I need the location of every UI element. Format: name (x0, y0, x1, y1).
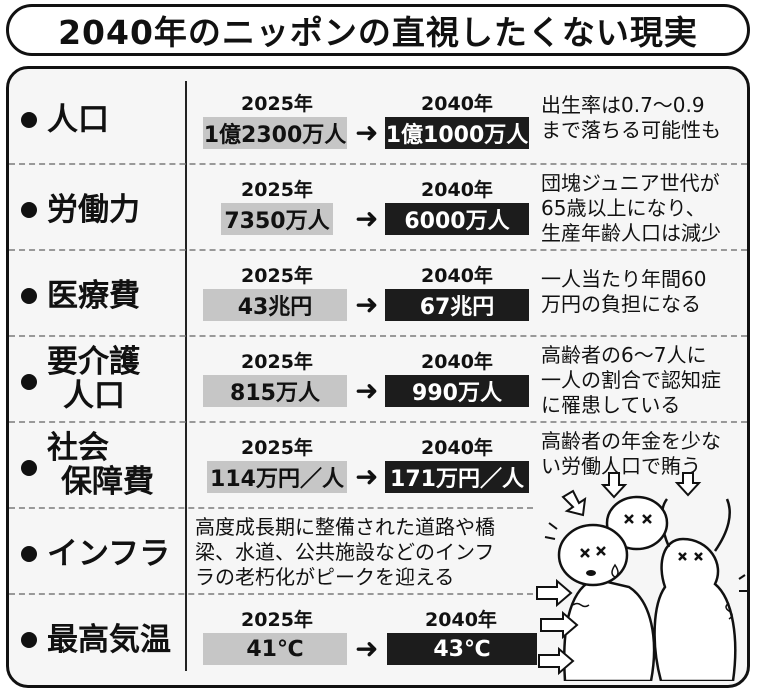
arrow-right-icon: ➜ (355, 460, 379, 493)
value-end: 171万円／人 (385, 461, 529, 493)
row-care: 要介護 人口 2025年 2040年 815万人 ➜ 990万人 高齢者の6〜7… (9, 337, 747, 423)
value-end: 67兆円 (385, 289, 529, 321)
row-label: 労働力 (47, 192, 140, 228)
year-start: 2025年 (241, 609, 313, 631)
bullet-icon (21, 202, 37, 218)
row-label-line2: 保障費 (61, 464, 154, 500)
year-start: 2025年 (241, 265, 313, 287)
year-end: 2040年 (421, 265, 493, 287)
arrow-right-icon: ➜ (355, 116, 379, 149)
value-start: 7350万人 (221, 203, 333, 235)
value-start: 43兆円 (203, 289, 347, 321)
year-end: 2040年 (421, 437, 493, 459)
row-infrastructure: インフラ 高度成長期に整備された道路や橋 梁、水道、公共施設などのインフ ラの老… (9, 509, 747, 595)
bullet-icon (21, 546, 37, 562)
bullet-icon (21, 460, 37, 476)
year-end: 2040年 (421, 179, 493, 201)
row-labor: 労働力 2025年 2040年 7350万人 ➜ 6000万人 団塊ジュニア世代… (9, 165, 747, 251)
bullet-icon (21, 374, 37, 390)
year-start: 2025年 (241, 93, 313, 115)
year-end: 2040年 (421, 351, 493, 373)
row-medical: 医療費 2025年 2040年 43兆円 ➜ 67兆円 一人当たり年間60 万円… (9, 251, 747, 337)
value-end: 1億1000万人 (385, 117, 529, 149)
value-start: 114万円／人 (207, 461, 347, 493)
bullet-icon (21, 288, 37, 304)
row-note: 団塊ジュニア世代が 65歳以上になり、 生産年齢人口は減少 (541, 171, 721, 245)
value-start: 41℃ (203, 633, 347, 665)
bullet-icon (21, 632, 37, 648)
value-end: 43℃ (387, 633, 537, 665)
row-label: 最高気温 (47, 622, 171, 658)
year-start: 2025年 (241, 437, 313, 459)
info-panel: 人口 2025年 2040年 1億2300万人 ➜ 1億1000万人 出生率は0… (6, 66, 750, 688)
row-social-security: 社会 保障費 2025年 2040年 114万円／人 ➜ 171万円／人 高齢者… (9, 423, 747, 509)
year-start: 2025年 (241, 179, 313, 201)
row-description: 高度成長期に整備された道路や橋 梁、水道、公共施設などのインフ ラの老朽化がピー… (195, 515, 495, 589)
row-label: 医療費 (47, 278, 140, 314)
page-title: 2040年のニッポンの直視したくない現実 (6, 4, 750, 56)
row-label: 人口 (47, 102, 109, 138)
row-label-line1: 要介護 (47, 344, 140, 380)
year-end: 2040年 (425, 609, 497, 631)
value-end: 990万人 (385, 375, 529, 407)
row-label-line1: 社会 (47, 430, 109, 466)
elderly-figures-illustration (536, 472, 747, 681)
bullet-icon (21, 112, 37, 128)
value-end: 6000万人 (385, 203, 529, 235)
year-start: 2025年 (241, 351, 313, 373)
row-note: 出生率は0.7〜0.9 まで落ちる可能性も (541, 93, 721, 142)
arrow-right-icon: ➜ (355, 202, 379, 235)
row-label: インフラ (47, 536, 171, 572)
arrow-right-icon: ➜ (355, 632, 379, 665)
value-start: 1億2300万人 (203, 117, 347, 149)
arrow-right-icon: ➜ (355, 288, 379, 321)
row-label-line2: 人口 (63, 378, 125, 414)
year-end: 2040年 (421, 93, 493, 115)
row-note: 高齢者の6〜7人に 一人の割合で認知症 に罹患している (541, 343, 721, 417)
value-start: 815万人 (203, 375, 347, 407)
row-max-temperature: 最高気温 2025年 2040年 41℃ ➜ 43℃ (9, 595, 747, 685)
arrow-right-icon: ➜ (355, 374, 379, 407)
row-note: 高齢者の年金を少な い労働人口で賄う (541, 429, 721, 478)
row-note: 一人当たり年間60 万円の負担になる (541, 267, 707, 316)
row-population: 人口 2025年 2040年 1億2300万人 ➜ 1億1000万人 出生率は0… (9, 69, 747, 165)
column-divider (185, 81, 187, 671)
